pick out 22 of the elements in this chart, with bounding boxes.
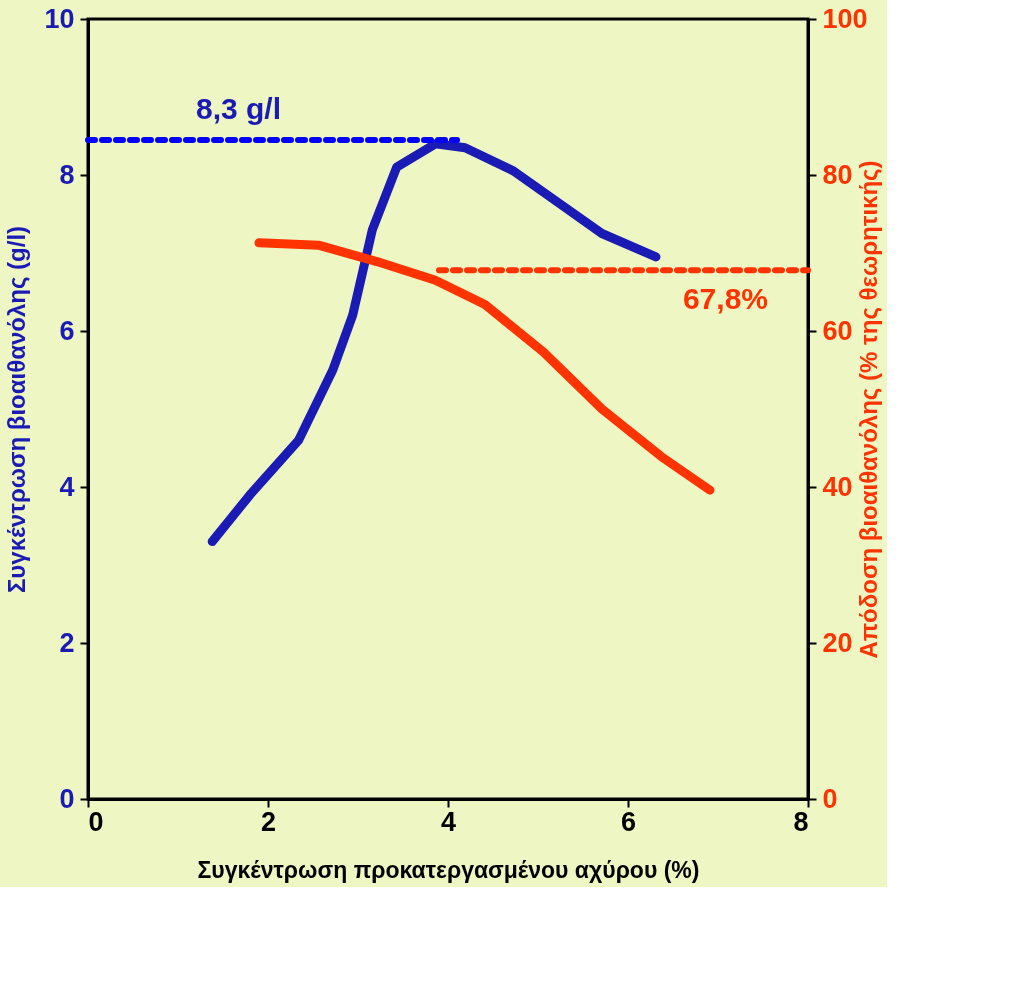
y2-tick-label: 0 [822, 783, 838, 814]
annotation: 8,3 g/l [196, 91, 282, 125]
y2-tick-label: 80 [822, 159, 853, 190]
y-tick-label: 10 [44, 3, 75, 34]
y-tick-label: 8 [59, 159, 75, 190]
x-tick-label: 2 [260, 806, 277, 837]
y-tick-label: 2 [59, 627, 75, 658]
x-tick-label: 0 [88, 806, 104, 837]
y-tick-label: 4 [59, 471, 75, 502]
y2-tick-label: 20 [822, 627, 853, 658]
annotation: 67,8% [682, 282, 768, 316]
y-tick-label: 0 [59, 783, 75, 814]
y2-tick-label: 100 [822, 3, 868, 34]
y-axis-title: Συγκέντρωση βιοαιθανόλης (g/l) [3, 225, 31, 594]
x-axis-title: Συγκέντρωση προκατεργασμένου αχύρου (%) [197, 856, 700, 883]
x-tick-label: 8 [793, 806, 809, 837]
y2-tick-label: 60 [822, 315, 853, 346]
x-tick-label: 6 [620, 806, 637, 837]
y-tick-label: 6 [59, 315, 75, 346]
y2-axis-title: Απόδοση βιοαιθανόλης (% της θεωρητικής) [854, 160, 882, 659]
y2-tick-label: 40 [822, 471, 853, 502]
x-tick-label: 4 [440, 806, 457, 837]
